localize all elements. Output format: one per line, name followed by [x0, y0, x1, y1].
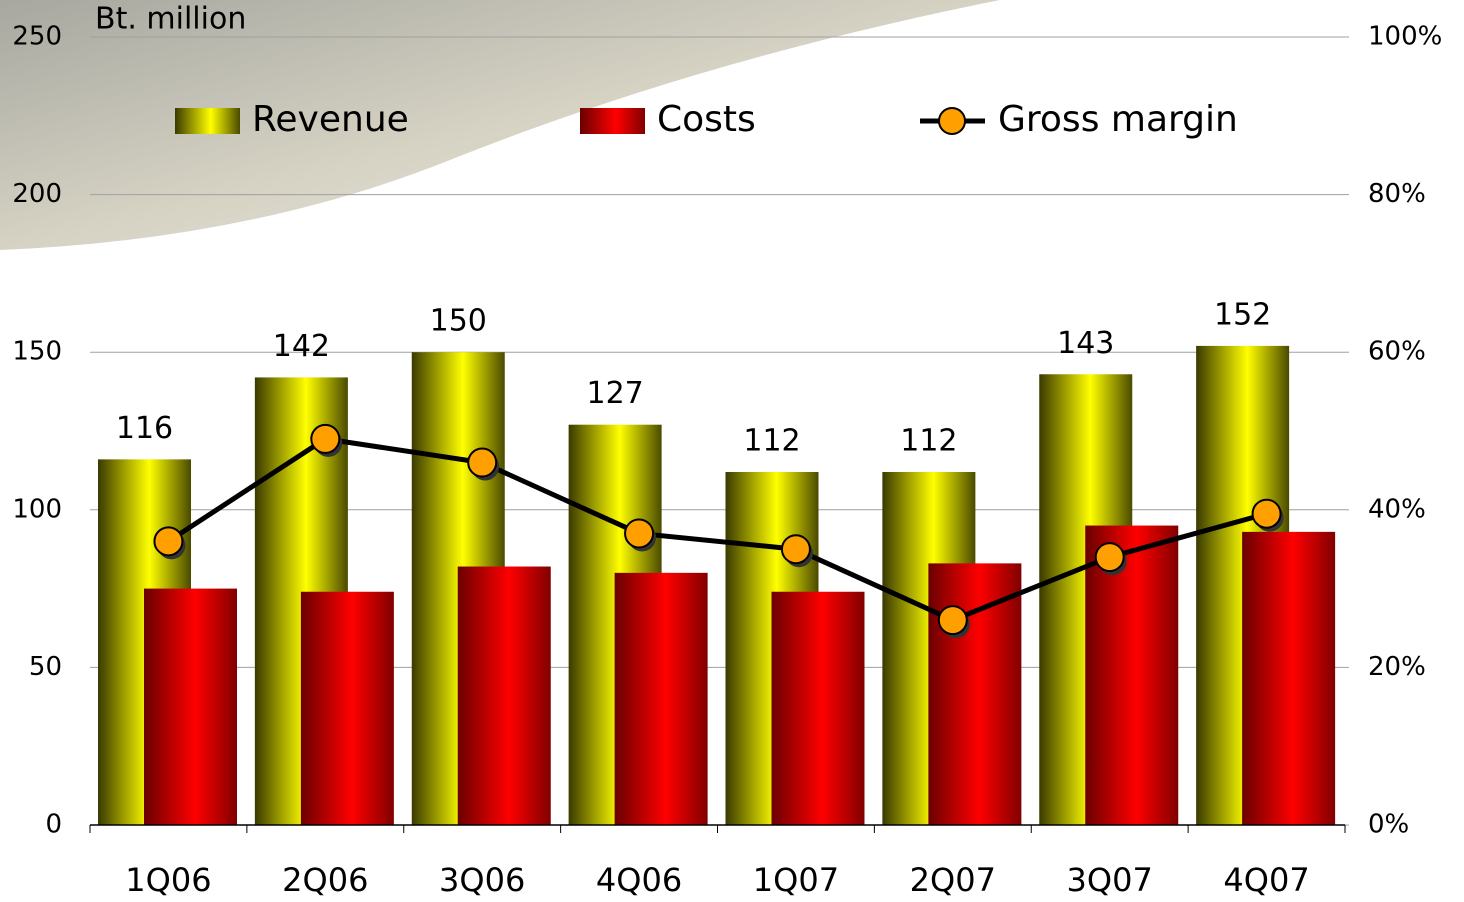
- y-tick-label: 250: [12, 22, 62, 52]
- x-tick-label: 2Q06: [282, 861, 368, 899]
- bar: [928, 563, 1022, 825]
- marker: [153, 526, 184, 557]
- y-axis-label: Bt. million: [95, 2, 246, 37]
- y2-tick-label: 60%: [1368, 337, 1426, 367]
- value-label: 152: [1214, 297, 1271, 332]
- legend-label: Costs: [657, 99, 756, 140]
- value-label: 142: [273, 329, 330, 364]
- bar: [1085, 525, 1179, 825]
- y2-tick-label: 40%: [1368, 494, 1426, 524]
- legend-label: Gross margin: [998, 99, 1238, 140]
- marker: [1251, 498, 1282, 529]
- y2-tick-label: 100%: [1368, 22, 1442, 52]
- bar: [457, 566, 551, 825]
- y-tick-label: 150: [12, 337, 62, 367]
- legend-swatch: [175, 108, 240, 134]
- x-tick-label: 2Q07: [910, 861, 996, 899]
- y2-tick-label: 80%: [1368, 179, 1426, 209]
- x-tick-label: 3Q07: [1067, 861, 1153, 899]
- x-tick-label: 1Q06: [125, 861, 211, 899]
- y-tick-label: 50: [29, 652, 62, 682]
- marker: [1094, 542, 1125, 573]
- y-tick-label: 0: [45, 810, 62, 840]
- background-photo: [0, 0, 1000, 250]
- bar: [1242, 531, 1336, 825]
- value-label: 112: [743, 423, 800, 458]
- bar: [771, 591, 865, 825]
- x-tick-label: 1Q07: [753, 861, 839, 899]
- x-tick-label: 4Q07: [1223, 861, 1309, 899]
- x-tick-label: 3Q06: [439, 861, 525, 899]
- y2-tick-label: 20%: [1368, 652, 1426, 682]
- legend-swatch: [580, 108, 645, 134]
- value-label: 150: [430, 304, 487, 339]
- marker: [937, 605, 968, 636]
- line: [167, 436, 1268, 623]
- x-tick-label: 4Q06: [596, 861, 682, 899]
- y-tick-label: 100: [12, 494, 62, 524]
- y-tick-label: 200: [12, 179, 62, 209]
- marker: [310, 423, 341, 454]
- value-label: 143: [1057, 326, 1114, 361]
- marker: [780, 534, 811, 565]
- bar: [300, 591, 394, 825]
- bar: [144, 588, 237, 825]
- marker: [467, 447, 498, 478]
- legend-label: Revenue: [252, 99, 409, 140]
- value-label: 112: [900, 423, 957, 458]
- y2-tick-label: 0%: [1368, 810, 1409, 840]
- value-label: 127: [586, 376, 643, 411]
- value-label: 116: [116, 411, 173, 446]
- legend: Revenue Costs Gross margin: [175, 99, 1238, 140]
- marker: [624, 518, 655, 549]
- bar: [614, 572, 708, 825]
- legend-swatch: [938, 107, 966, 135]
